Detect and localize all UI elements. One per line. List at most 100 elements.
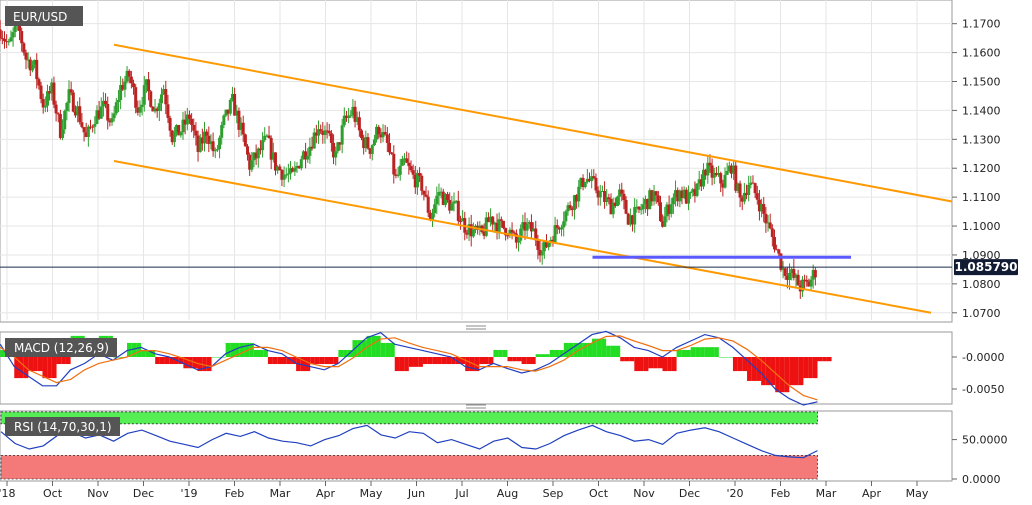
macd-histogram-bar bbox=[761, 357, 766, 386]
candle-body bbox=[486, 217, 490, 223]
candle-body bbox=[433, 204, 437, 214]
candle-body bbox=[48, 91, 52, 94]
candle-body bbox=[693, 189, 697, 196]
macd-histogram-bar bbox=[375, 335, 381, 357]
candle-body bbox=[420, 175, 424, 191]
candle-body bbox=[605, 197, 609, 203]
rsi-title: RSI (14,70,30,1) bbox=[14, 420, 112, 434]
candle-body bbox=[613, 202, 617, 207]
candle-body bbox=[224, 109, 228, 116]
macd-histogram-bar bbox=[784, 357, 790, 393]
candle-body bbox=[252, 152, 256, 161]
macd-histogram-bar bbox=[235, 342, 240, 357]
candle-body bbox=[304, 151, 308, 160]
candle-body bbox=[631, 215, 635, 225]
candle-body bbox=[50, 82, 54, 94]
macd-histogram-bar bbox=[610, 345, 616, 357]
candle-body bbox=[532, 228, 536, 232]
macd-title: MACD (12,26,9) bbox=[14, 341, 109, 355]
macd-line bbox=[0, 330, 818, 406]
candle-body bbox=[336, 142, 340, 152]
candle-body bbox=[405, 158, 409, 163]
macd-histogram-bar bbox=[681, 349, 686, 357]
candle-body bbox=[263, 135, 267, 141]
macd-histogram-bar bbox=[371, 335, 376, 357]
candle-body bbox=[794, 274, 798, 278]
candle-body bbox=[28, 59, 32, 71]
candle-body bbox=[450, 203, 454, 211]
candle-body bbox=[323, 130, 327, 135]
macd-y-axis: -0.0000 -0.0050 bbox=[952, 351, 1004, 396]
candle-body bbox=[710, 165, 714, 178]
rsi-line bbox=[0, 424, 818, 459]
macd-histogram-bar bbox=[671, 357, 677, 372]
candle-body bbox=[295, 166, 299, 168]
candle-body bbox=[127, 70, 131, 77]
candle-body bbox=[276, 166, 280, 171]
candle-body bbox=[489, 216, 493, 223]
candle-body bbox=[142, 85, 146, 105]
candle-body bbox=[560, 227, 564, 230]
macd-histogram-bar bbox=[33, 357, 38, 372]
candle-body bbox=[39, 85, 43, 99]
x-tick-label: May bbox=[906, 487, 929, 500]
candle-body bbox=[478, 225, 482, 230]
candle-body bbox=[338, 142, 342, 145]
candle-body bbox=[766, 222, 770, 224]
macd-histogram-bar bbox=[648, 357, 654, 369]
pane-resize-handle[interactable] bbox=[466, 404, 486, 409]
macd-histogram-bar bbox=[437, 357, 442, 365]
x-tick-label: Aug bbox=[497, 487, 518, 500]
candle-body bbox=[415, 172, 419, 188]
macd-histogram-bar bbox=[258, 349, 264, 357]
candle-body bbox=[671, 197, 675, 205]
macd-histogram-bar bbox=[357, 340, 362, 357]
candle-body bbox=[570, 208, 574, 211]
candle-body bbox=[409, 166, 413, 171]
macd-histogram-bar bbox=[206, 357, 212, 372]
current-price-tag bbox=[954, 259, 1018, 276]
macd-histogram-bar bbox=[18, 357, 24, 379]
candle-body bbox=[172, 132, 176, 143]
candle-body bbox=[454, 200, 458, 202]
macd-histogram-bar bbox=[582, 342, 588, 357]
macd-histogram-bar bbox=[408, 357, 414, 367]
candle-body bbox=[575, 195, 579, 202]
rsi-badge bbox=[5, 417, 120, 436]
candle-body bbox=[695, 183, 699, 196]
macd-histogram-bar bbox=[798, 357, 804, 386]
candle-body bbox=[562, 221, 566, 228]
candle-body bbox=[0, 29, 2, 39]
x-tick-label: Sep bbox=[543, 487, 564, 500]
candle-body bbox=[235, 110, 239, 116]
candle-body bbox=[26, 59, 30, 61]
candle-body bbox=[755, 193, 759, 200]
macd-histogram-bar bbox=[822, 357, 827, 362]
candle-body bbox=[325, 130, 329, 132]
candle-body bbox=[157, 103, 161, 111]
candle-body bbox=[745, 192, 749, 195]
candle-body bbox=[308, 146, 312, 156]
y-tick-label: 1.0700 bbox=[962, 307, 1001, 320]
candle-body bbox=[61, 129, 65, 138]
candle-body bbox=[349, 115, 353, 117]
macd-histogram-bar bbox=[737, 357, 743, 372]
candle-body bbox=[452, 201, 456, 204]
candle-body bbox=[751, 182, 755, 184]
macd-signal-line bbox=[0, 335, 818, 401]
candle-body bbox=[579, 177, 583, 187]
candle-body bbox=[628, 215, 632, 225]
candle-body bbox=[56, 113, 60, 115]
candle-body bbox=[424, 194, 428, 197]
candle-body bbox=[289, 168, 293, 174]
candle-body bbox=[734, 165, 738, 191]
candle-body bbox=[805, 280, 809, 282]
candle-body bbox=[243, 134, 247, 147]
candle-body bbox=[121, 84, 125, 90]
candle-body bbox=[381, 132, 385, 138]
candle-body bbox=[426, 196, 430, 213]
pane-resize-handle[interactable] bbox=[466, 325, 486, 330]
candle-body bbox=[624, 200, 628, 214]
candle-body bbox=[396, 174, 400, 176]
candle-body bbox=[607, 197, 611, 199]
